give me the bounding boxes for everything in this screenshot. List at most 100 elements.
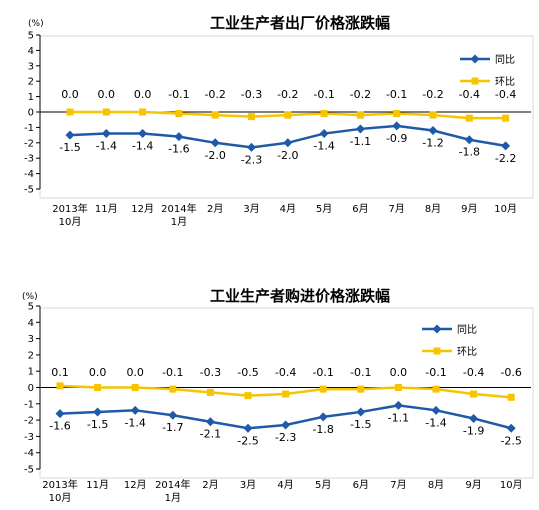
- data-label-mom: -0.6: [500, 366, 521, 379]
- data-label-yoy: -1.5: [87, 418, 108, 431]
- x-tick-label: 2014年: [155, 478, 190, 491]
- data-label-mom: 0.0: [98, 88, 116, 101]
- data-point-yoy: [283, 138, 293, 148]
- x-tick-label: 7月: [390, 479, 406, 491]
- data-label-mom: -0.3: [241, 88, 262, 101]
- x-tick-label: 6月: [353, 479, 369, 491]
- y-tick-label: -3: [24, 432, 34, 443]
- data-point-mom: [206, 388, 214, 396]
- y-tick-label: 0: [28, 108, 34, 119]
- legend-marker: [470, 54, 480, 64]
- data-point-mom: [357, 385, 365, 393]
- y-tick-label: 3: [28, 334, 34, 345]
- data-point-yoy: [356, 407, 366, 417]
- y-tick-label: 4: [28, 318, 34, 329]
- x-tick-label: 9月: [465, 479, 481, 491]
- data-label-yoy: -1.2: [422, 136, 443, 149]
- x-tick-label: 8月: [428, 479, 444, 491]
- data-point-mom: [394, 384, 402, 391]
- data-point-yoy: [247, 142, 256, 152]
- data-label-mom: -0.1: [312, 366, 333, 379]
- data-label-mom: -0.2: [277, 88, 298, 101]
- legend-marker: [432, 324, 442, 334]
- x-tick-label: 4月: [277, 479, 293, 491]
- data-label-mom: -0.5: [237, 366, 258, 379]
- data-label-mom: -0.2: [422, 88, 443, 101]
- data-point-yoy: [138, 129, 148, 139]
- data-point-yoy: [431, 405, 441, 415]
- x-tick-label: 2014年: [161, 202, 196, 215]
- x-tick-label: 1月: [171, 216, 187, 228]
- data-point-mom: [507, 393, 515, 401]
- data-point-yoy: [428, 125, 438, 135]
- x-tick-label: 3月: [240, 479, 256, 491]
- data-label-mom: 0.0: [89, 366, 107, 379]
- x-tick-label: 5月: [315, 479, 331, 491]
- data-point-yoy: [55, 409, 65, 419]
- data-label-yoy: -2.5: [237, 434, 258, 447]
- data-label-mom: -0.2: [204, 88, 225, 101]
- x-tick-label: 12月: [124, 479, 147, 491]
- data-point-mom: [175, 110, 183, 118]
- data-label-yoy: -1.1: [350, 135, 371, 148]
- y-tick-label: -2: [24, 138, 34, 149]
- data-point-mom: [211, 111, 219, 119]
- data-label-yoy: -1.8: [312, 423, 333, 436]
- chart-title: 工业生产者出厂价格涨跌幅: [210, 14, 390, 32]
- x-tick-label: 10月: [494, 203, 517, 215]
- data-label-mom: -0.2: [350, 88, 371, 101]
- data-label-mom: 0.1: [51, 366, 69, 379]
- data-label-yoy: -1.7: [162, 421, 183, 434]
- data-label-mom: -0.1: [386, 88, 407, 101]
- legend-entry: 环比: [495, 76, 515, 88]
- y-tick-label: -5: [24, 465, 34, 476]
- data-point-yoy: [168, 410, 178, 420]
- data-label-mom: -0.1: [168, 88, 189, 101]
- y-tick-label: 4: [28, 46, 34, 57]
- data-point-mom: [319, 385, 327, 393]
- data-label-mom: -0.4: [275, 366, 296, 379]
- data-point-yoy: [469, 413, 479, 423]
- data-label-mom: 0.0: [390, 366, 408, 379]
- data-label-yoy: -1.8: [459, 146, 480, 159]
- y-unit-label: (%): [22, 292, 38, 302]
- data-label-mom: -0.4: [459, 88, 480, 101]
- data-point-yoy: [319, 129, 329, 139]
- data-point-yoy: [393, 400, 403, 410]
- data-point-yoy: [318, 412, 328, 422]
- legend-entry: 环比: [457, 346, 477, 358]
- data-point-mom: [356, 111, 364, 119]
- data-label-mom: 0.0: [134, 88, 152, 101]
- data-label-mom: -0.4: [463, 366, 484, 379]
- data-label-yoy: -2.0: [204, 149, 225, 162]
- data-label-yoy: -1.5: [59, 141, 80, 154]
- data-label-yoy: -1.5: [350, 418, 371, 431]
- data-point-yoy: [281, 420, 291, 430]
- x-tick-label: 10月: [49, 492, 72, 504]
- data-point-yoy: [243, 423, 253, 433]
- data-point-yoy: [101, 129, 111, 139]
- data-label-yoy: -1.6: [49, 420, 70, 433]
- data-label-yoy: -1.4: [425, 416, 446, 429]
- data-label-mom: -0.1: [313, 88, 334, 101]
- legend-entry: 同比: [457, 324, 477, 336]
- data-label-yoy: -1.4: [132, 140, 153, 153]
- data-label-yoy: -2.2: [495, 152, 516, 165]
- data-label-mom: -0.4: [495, 88, 516, 101]
- data-point-mom: [94, 384, 102, 391]
- data-point-mom: [282, 390, 290, 398]
- y-tick-label: 2: [28, 350, 34, 361]
- chart-title: 工业生产者购进价格涨跌幅: [210, 287, 390, 305]
- y-tick-label: 0: [28, 383, 34, 394]
- legend-marker: [471, 77, 479, 85]
- data-point-mom: [131, 384, 139, 391]
- y-tick-label: 3: [28, 61, 34, 72]
- x-tick-label: 2013年: [52, 202, 87, 215]
- data-label-yoy: -1.4: [96, 140, 117, 153]
- x-tick-label: 11月: [86, 479, 109, 491]
- y-tick-label: -3: [24, 154, 34, 165]
- x-tick-label: 12月: [131, 203, 154, 215]
- data-point-mom: [102, 108, 110, 116]
- data-point-mom: [66, 108, 74, 116]
- data-point-mom: [393, 110, 401, 118]
